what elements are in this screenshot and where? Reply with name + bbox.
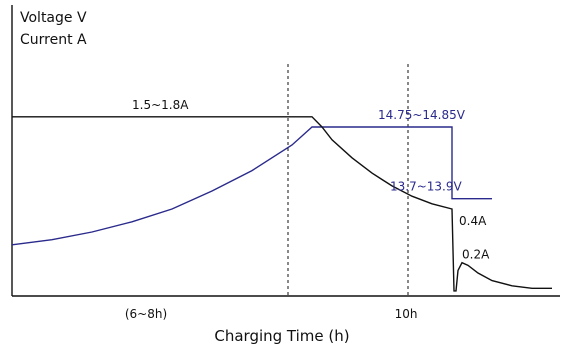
y-label-voltage: Voltage V <box>20 10 87 26</box>
data-label-voltage: 14.75~14.85V <box>378 108 466 122</box>
data-label-voltage: 13.7~13.9V <box>390 180 462 194</box>
x-tick-label-10h: 10h <box>395 307 418 321</box>
data-label-current: 1.5~1.8A <box>132 98 189 112</box>
series-line-current <box>12 116 552 292</box>
data-label-current: 0.2A <box>462 248 490 262</box>
series-line-voltage <box>11 126 492 246</box>
x-axis-label: Charging Time (h) <box>214 327 349 345</box>
series-layer <box>11 116 552 292</box>
x-tick-label-6-8h: (6~8h) <box>125 307 167 321</box>
annotation-layer: 14.75~14.85V 13.7~13.9V 1.5~1.8A 0.4A 0.2A <box>132 98 490 262</box>
data-label-current: 0.4A <box>459 214 487 228</box>
y-label-current: Current A <box>20 32 87 48</box>
